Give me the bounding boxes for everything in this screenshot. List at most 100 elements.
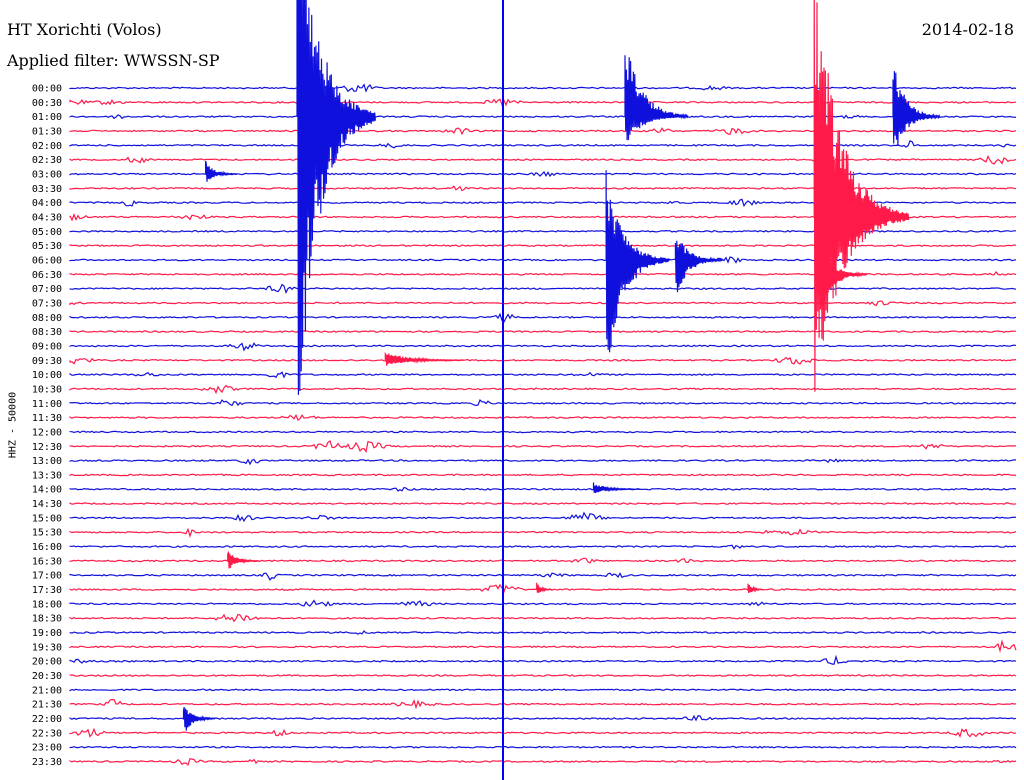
row-time-label: 23:30 xyxy=(32,757,62,768)
trace-row-1100 xyxy=(69,398,1017,407)
row-time-label: 04:30 xyxy=(32,212,62,223)
row-time-label: 01:00 xyxy=(32,112,62,123)
trace-row-1600 xyxy=(69,544,1017,550)
row-time-label: 22:30 xyxy=(32,728,62,739)
row-time-label: 13:00 xyxy=(32,456,62,467)
seismic-event-4 xyxy=(205,160,238,182)
seismic-event-13 xyxy=(536,582,553,593)
trace-row-0230 xyxy=(69,154,1017,165)
seismic-event-3 xyxy=(892,71,941,147)
row-time-label: 20:00 xyxy=(32,657,62,668)
row-time-label: 03:30 xyxy=(32,184,62,195)
row-time-label: 02:00 xyxy=(32,141,62,152)
row-time-label: 17:00 xyxy=(32,571,62,582)
row-time-label: 14:00 xyxy=(32,485,62,496)
row-time-label: 09:00 xyxy=(32,341,62,352)
trace-row-1130 xyxy=(69,413,1017,422)
trace-row-1200 xyxy=(69,430,1017,434)
trace-row-2200 xyxy=(69,714,1017,722)
row-time-label: 11:00 xyxy=(32,399,62,410)
trace-row-1030 xyxy=(69,384,1017,395)
trace-row-2100 xyxy=(69,688,1017,692)
row-time-label: 05:00 xyxy=(32,227,62,238)
trace-row-1930 xyxy=(69,639,1017,653)
row-time-label: 05:30 xyxy=(32,241,62,252)
trace-row-1800 xyxy=(69,599,1017,607)
trace-row-0800 xyxy=(69,312,1017,323)
row-time-label: 19:00 xyxy=(32,628,62,639)
trace-row-1430 xyxy=(69,502,1017,505)
row-time-label: 10:30 xyxy=(32,384,62,395)
trace-row-2030 xyxy=(69,674,1017,677)
date-label: 2014-02-18 xyxy=(921,20,1014,39)
trace-row-0600 xyxy=(69,255,1017,265)
row-time-label: 00:00 xyxy=(32,84,62,95)
row-time-label: 08:30 xyxy=(32,327,62,338)
seismic-event-6 xyxy=(674,240,723,293)
trace-row-1530 xyxy=(69,527,1017,538)
row-time-label: 15:00 xyxy=(32,513,62,524)
row-time-label: 07:00 xyxy=(32,284,62,295)
trace-row-0700 xyxy=(69,283,1017,294)
trace-row-0830 xyxy=(69,330,1016,334)
row-time-label: 12:30 xyxy=(32,442,62,453)
trace-row-0200 xyxy=(69,140,1017,149)
trace-row-0000 xyxy=(69,83,1017,93)
trace-row-0330 xyxy=(69,185,1017,192)
trace-row-1900 xyxy=(69,630,1017,635)
seismic-event-12 xyxy=(182,706,216,731)
row-time-label: 15:30 xyxy=(32,528,62,539)
seismic-event-7 xyxy=(813,0,910,392)
seismic-event-10 xyxy=(592,482,641,494)
station-title: HT Xorichti (Volos) xyxy=(7,20,162,39)
row-time-label: 13:30 xyxy=(32,470,62,481)
row-time-label: 00:30 xyxy=(32,98,62,109)
row-time-label: 12:00 xyxy=(32,427,62,438)
seismic-event-9 xyxy=(384,351,464,366)
filter-label: Applied filter: WWSSN-SP xyxy=(7,51,220,70)
row-time-label: 18:30 xyxy=(32,614,62,625)
trace-row-2130 xyxy=(69,698,1017,710)
row-time-label: 11:30 xyxy=(32,413,62,424)
trace-row-1230 xyxy=(69,440,1016,454)
trace-row-1400 xyxy=(69,486,1017,492)
trace-row-1830 xyxy=(69,613,1016,623)
row-time-label: 01:30 xyxy=(32,126,62,137)
trace-row-0100 xyxy=(69,112,1017,120)
trace-row-1500 xyxy=(69,511,1017,523)
row-time-label: 23:00 xyxy=(32,743,62,754)
row-time-label: 20:30 xyxy=(32,671,62,682)
trace-row-0530 xyxy=(69,244,1017,247)
row-time-label: 06:00 xyxy=(32,255,62,266)
trace-row-2330 xyxy=(69,758,1017,766)
row-time-label: 04:00 xyxy=(32,198,62,209)
trace-row-1630 xyxy=(69,557,1017,564)
trace-row-0730 xyxy=(69,300,1017,307)
trace-row-2230 xyxy=(69,727,1017,738)
row-time-label: 07:30 xyxy=(32,298,62,309)
row-time-label: 16:30 xyxy=(32,556,62,567)
seismic-event-11 xyxy=(227,550,260,569)
trace-row-0030 xyxy=(69,98,1017,107)
trace-row-1330 xyxy=(69,473,1017,477)
row-time-label: 17:30 xyxy=(32,585,62,596)
seismic-event-5 xyxy=(605,170,670,353)
row-time-label: 02:30 xyxy=(32,155,62,166)
trace-row-2000 xyxy=(69,654,1017,665)
seismic-event-8 xyxy=(819,251,868,307)
trace-row-0130 xyxy=(69,127,1017,136)
row-time-label: 21:30 xyxy=(32,700,62,711)
row-time-label: 03:00 xyxy=(32,169,62,180)
trace-row-2300 xyxy=(69,745,1017,749)
row-time-label: 06:30 xyxy=(32,270,62,281)
seismic-event-14 xyxy=(747,583,764,593)
row-time-label: 08:00 xyxy=(32,313,62,324)
row-time-label: 16:00 xyxy=(32,542,62,553)
trace-row-0930 xyxy=(69,356,1017,365)
row-time-label: 22:00 xyxy=(32,714,62,725)
trace-row-1700 xyxy=(69,572,1017,581)
row-time-label: 09:30 xyxy=(32,356,62,367)
trace-row-0630 xyxy=(69,271,1017,276)
row-time-label: 21:00 xyxy=(32,685,62,696)
